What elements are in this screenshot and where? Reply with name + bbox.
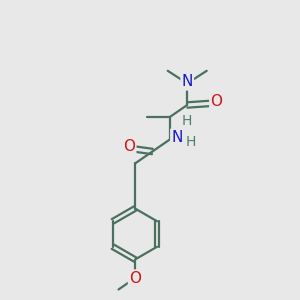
Text: N: N	[182, 74, 193, 89]
Text: O: O	[210, 94, 222, 110]
Text: H: H	[185, 136, 196, 149]
Text: H: H	[181, 114, 192, 128]
Text: O: O	[129, 271, 141, 286]
Text: O: O	[123, 140, 135, 154]
Text: N: N	[171, 130, 183, 145]
